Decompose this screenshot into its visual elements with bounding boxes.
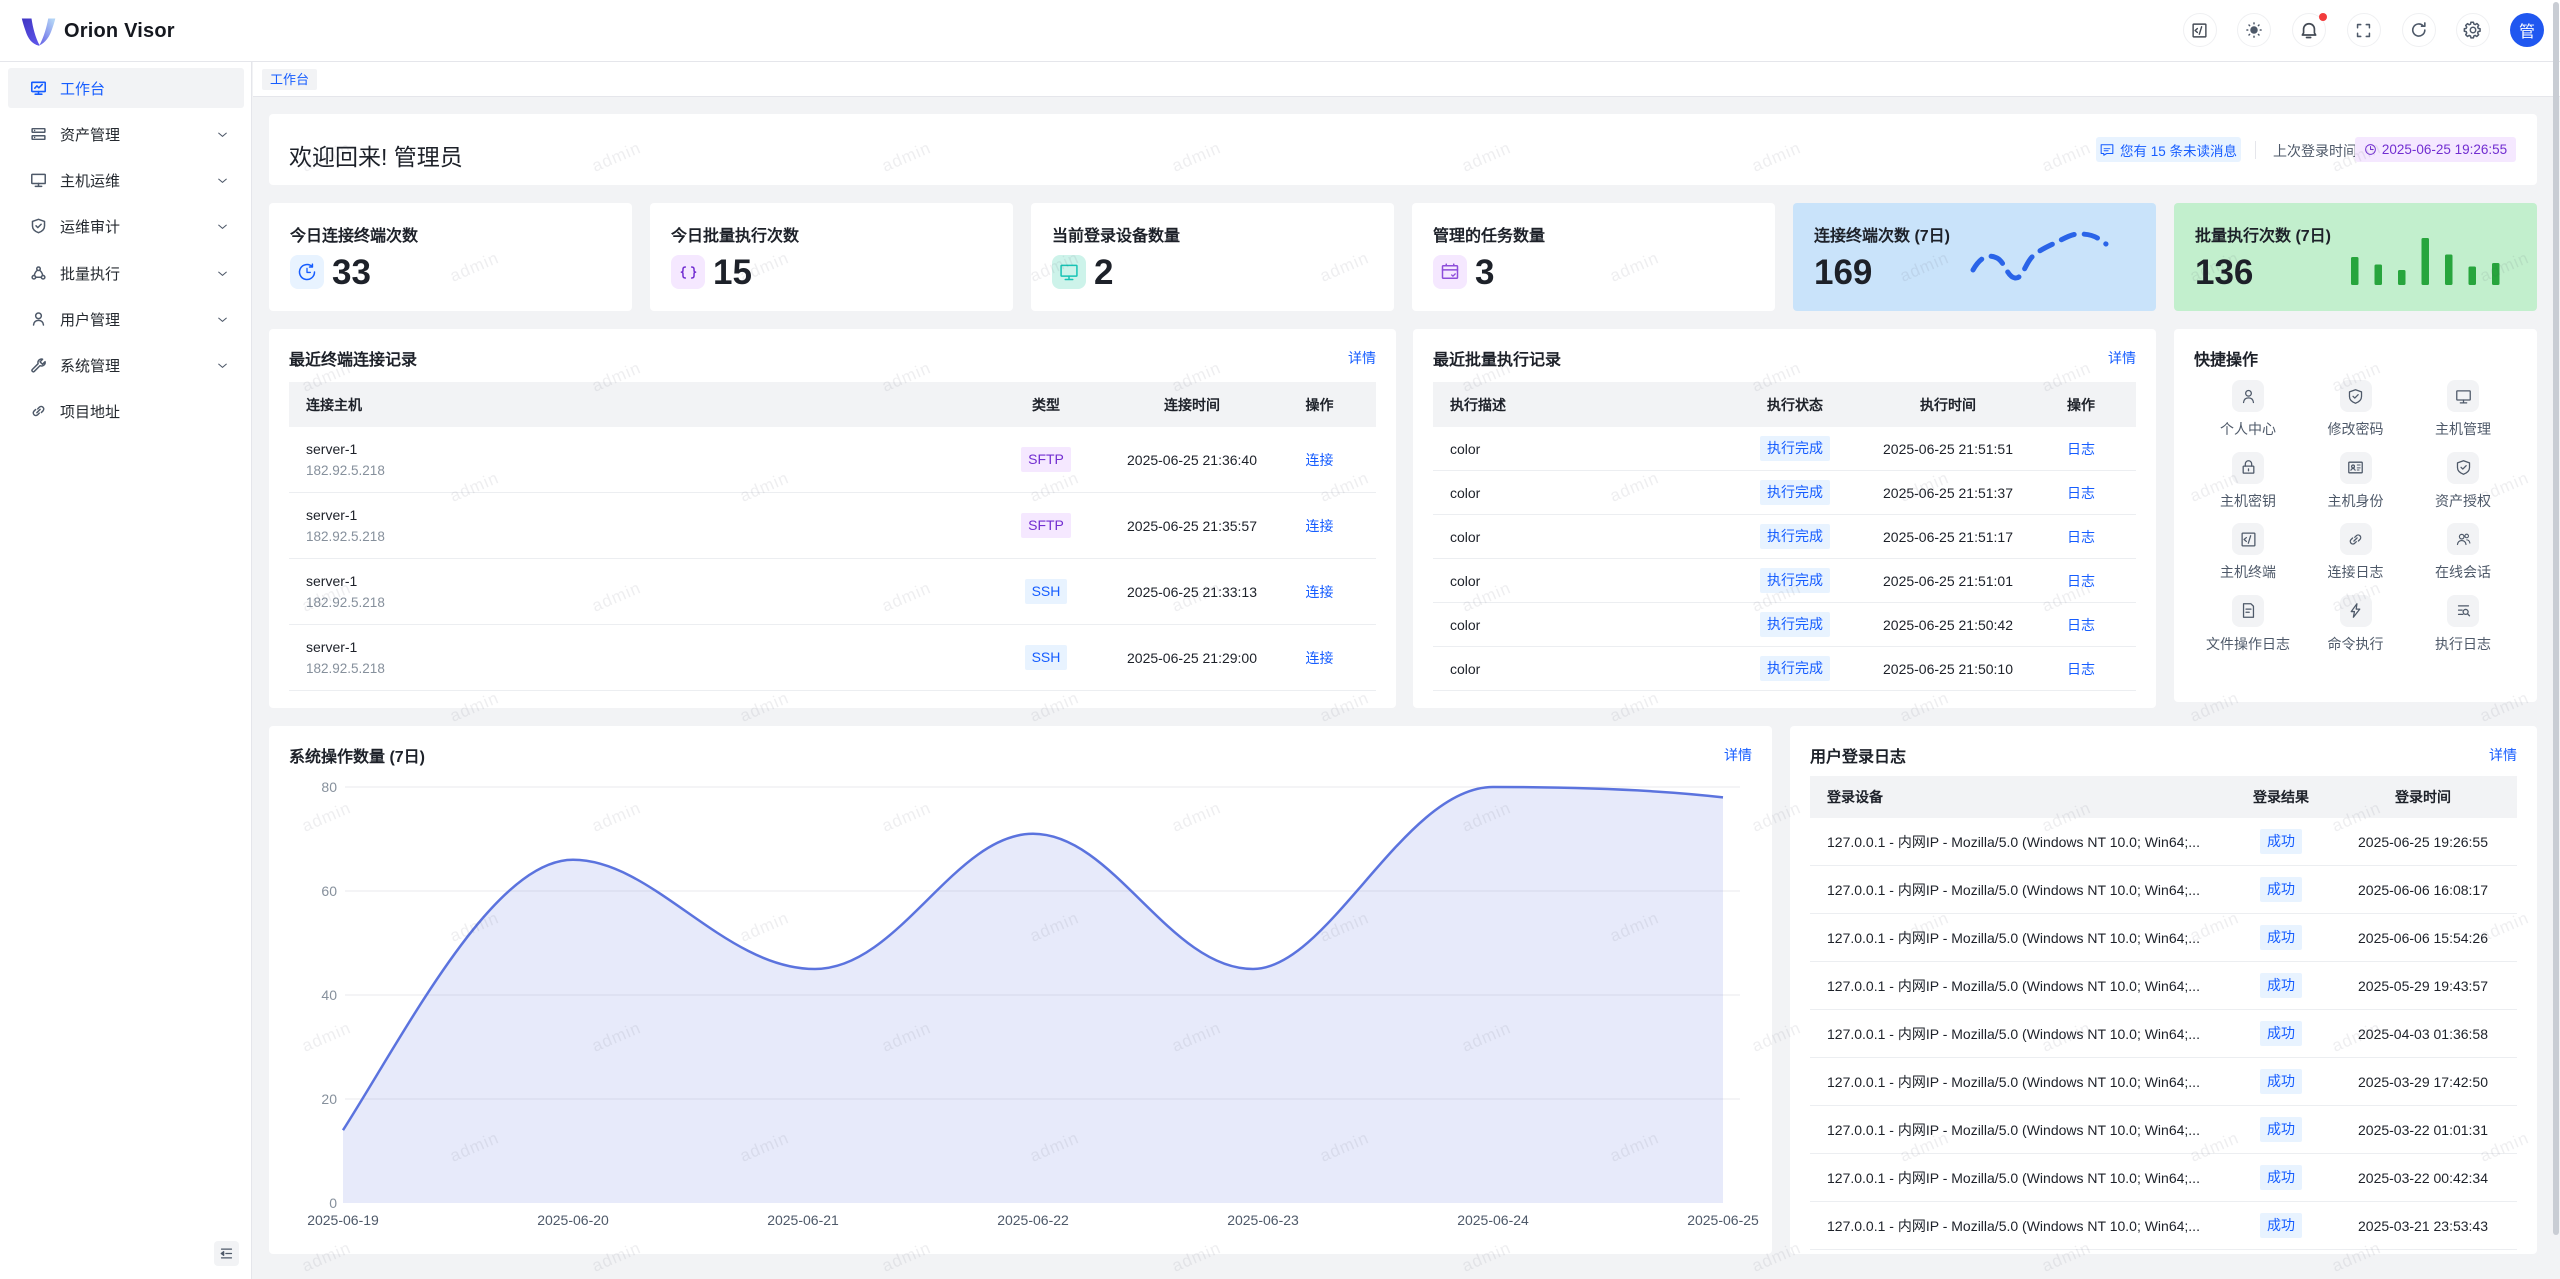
svg-text:0: 0 [329,1195,337,1211]
svg-text:40: 40 [321,987,337,1003]
svg-text:2025-06-21: 2025-06-21 [767,1212,839,1228]
svg-text:2025-06-22: 2025-06-22 [997,1212,1069,1228]
svg-text:2025-06-23: 2025-06-23 [1227,1212,1299,1228]
svg-text:2025-06-19: 2025-06-19 [307,1212,379,1228]
svg-text:2025-06-24: 2025-06-24 [1457,1212,1529,1228]
svg-text:2025-06-25: 2025-06-25 [1687,1212,1759,1228]
svg-text:60: 60 [321,883,337,899]
svg-text:80: 80 [321,779,337,795]
svg-text:20: 20 [321,1091,337,1107]
svg-text:2025-06-20: 2025-06-20 [537,1212,609,1228]
